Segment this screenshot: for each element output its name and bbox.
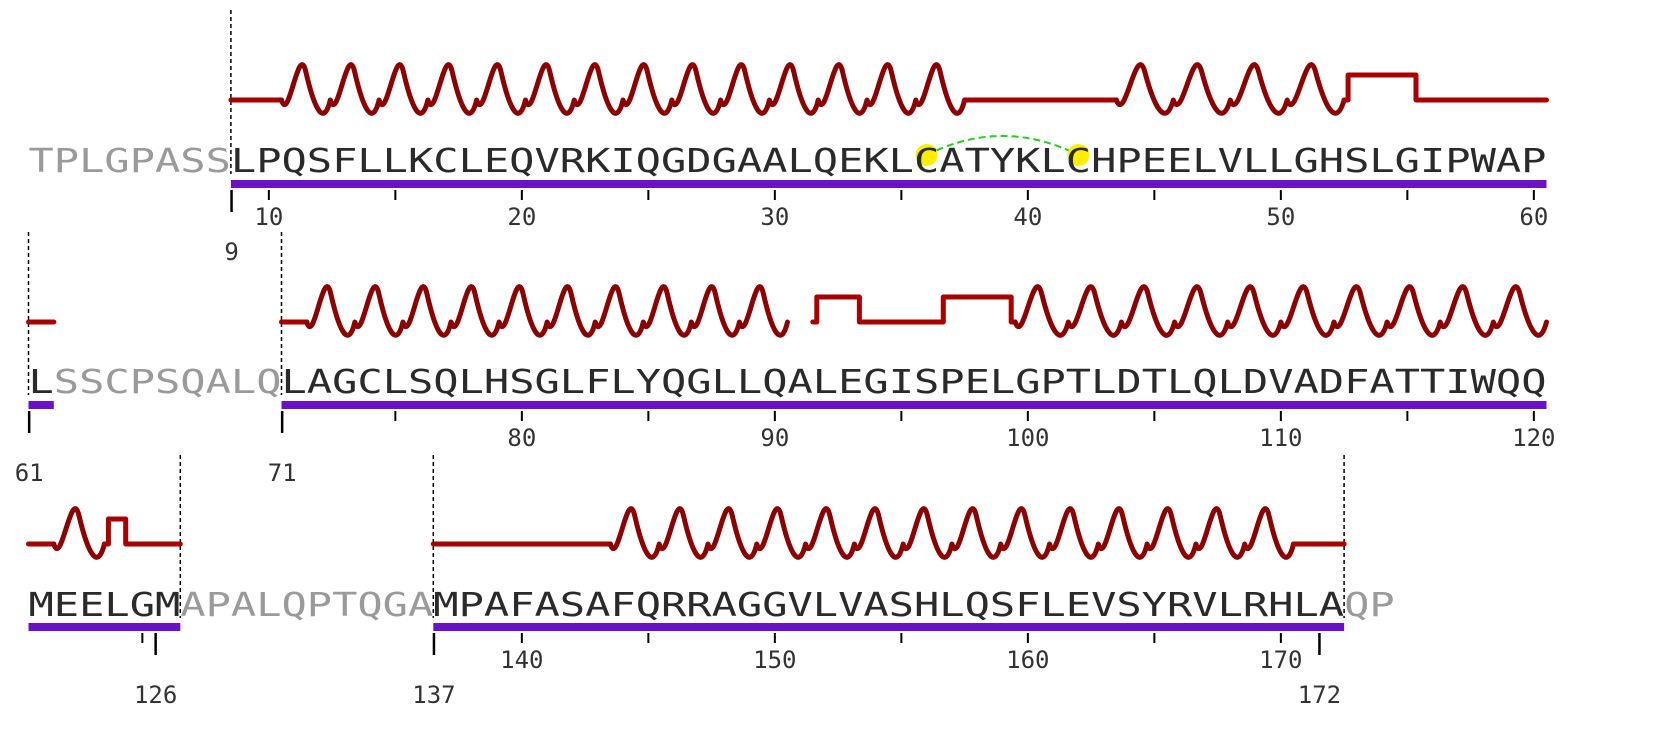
helix-glyph [1012, 284, 1549, 338]
residue-number-label: 120 [1512, 424, 1555, 452]
helix-glyph [51, 506, 107, 560]
residue-number-label: 40 [1013, 203, 1042, 231]
unmodelled-sequence-segment: QP [1344, 585, 1395, 624]
residue-number-label: 60 [1519, 203, 1548, 231]
chain-coverage-bar [28, 623, 181, 631]
cysteine-marker [915, 144, 938, 166]
chain-coverage-bar [28, 401, 54, 409]
turn-glyph [1341, 72, 1423, 103]
residue-number-label: 172 [1298, 681, 1341, 709]
helix-glyph [1113, 62, 1347, 116]
unmodelled-sequence-segment: SSCPSQALQ [54, 362, 282, 401]
sequence-row: TPLGPASS LPQSFLLKCLEQVRKIQGDGAALQEKLCATYK… [29, 10, 1549, 266]
residue-number-label: 61 [15, 459, 44, 487]
residue-number-label: 71 [268, 459, 297, 487]
chain-coverage-bar [230, 180, 1547, 188]
helix-glyph [607, 506, 1296, 560]
turn-glyph [810, 294, 866, 325]
modelled-sequence-segment: L [29, 362, 54, 401]
modelled-sequence-segment: LAGCLSQLHSGLFLYQGLLQALEGISPELGPTLDTLQLDV… [282, 362, 1547, 401]
residue-number-label: 100 [1006, 424, 1049, 452]
modelled-sequence-segment: MEELGM [29, 585, 181, 624]
residue-number-label: 110 [1259, 424, 1302, 452]
residue-number-label: 20 [507, 203, 536, 231]
modelled-sequence-segment: MPAFASAFQRRAGGVLVASHLQSFLEVSYRVLRHLA [433, 585, 1344, 624]
sequence-row: MEELGM APALQPTQGA MPAFASAFQRRAGGVLVASHLQSF… [26, 455, 1395, 709]
chain-coverage-bar [433, 623, 1345, 631]
residue-number-label: 80 [507, 424, 536, 452]
disulfide-bond-link [926, 135, 1079, 156]
residue-number-label: 30 [760, 203, 789, 231]
unmodelled-sequence-segment: TPLGPASS [29, 141, 231, 180]
helix-glyph [279, 62, 968, 116]
turn-glyph [936, 294, 1018, 325]
residue-number-label: 10 [254, 203, 283, 231]
unmodelled-sequence-segment: APALQPTQGA [180, 585, 433, 624]
residue-number-label: 9 [224, 238, 238, 266]
residue-number-label: 137 [412, 681, 455, 709]
residue-number-label: 140 [500, 646, 543, 674]
sequence-row: L SSCPSQALQ LAGCLSQLHSGLFLYQGLLQALEGISPELG… [15, 232, 1556, 487]
residue-number-label: 126 [134, 681, 177, 709]
residue-number-label: 50 [1266, 203, 1295, 231]
residue-number-label: 170 [1259, 646, 1302, 674]
residue-number-label: 160 [1006, 646, 1049, 674]
chain-coverage-bar [281, 401, 1547, 409]
residue-number-label: 90 [760, 424, 789, 452]
turn-glyph [101, 516, 133, 547]
cysteine-marker [1067, 144, 1090, 166]
helix-glyph [304, 284, 790, 338]
modelled-sequence-segment: LPQSFLLKCLEQVRKIQGDGAALQEKLCATYKLCHPEELV… [231, 141, 1547, 180]
residue-number-label: 150 [753, 646, 796, 674]
